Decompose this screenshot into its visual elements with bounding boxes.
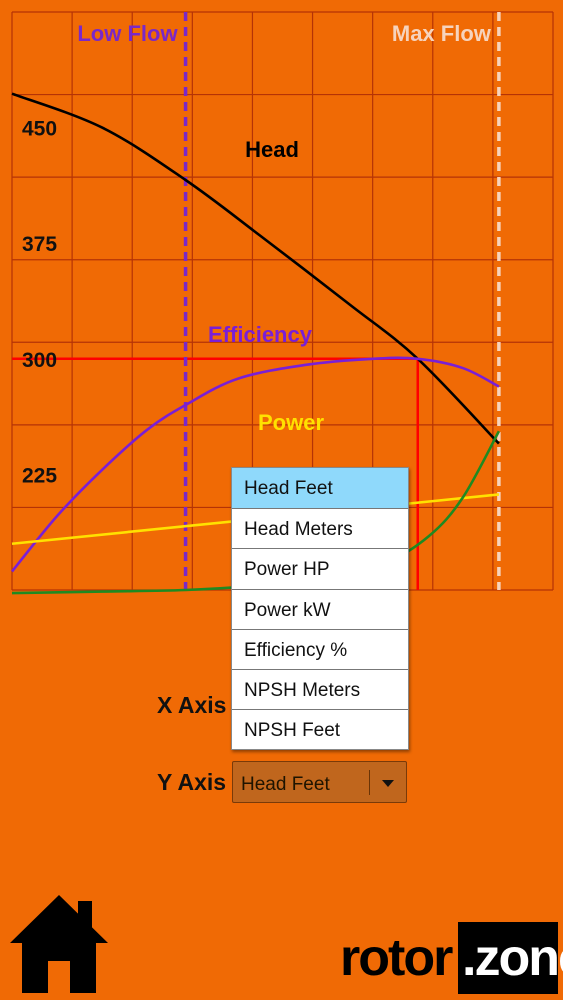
dropdown-option[interactable]: Power kW: [232, 588, 408, 629]
chevron-down-icon[interactable]: [382, 780, 394, 787]
flow-marker-label: Low Flow: [77, 21, 178, 46]
y-tick-label: 375: [22, 233, 57, 256]
power-label: Power: [258, 410, 324, 435]
chart-grid: [11, 11, 554, 591]
dropdown-option[interactable]: Head Meters: [232, 508, 408, 548]
dropdown-option[interactable]: NPSH Meters: [232, 668, 408, 709]
y-tick-label: 300: [22, 349, 57, 372]
reference-lines: [12, 357, 419, 590]
brand-zone-box: .zone: [458, 922, 563, 994]
pump-curve-chart: Low Flow Max Flow Head Efficiency Power 450…: [10, 11, 554, 595]
x-axis-label: X Axis: [157, 692, 227, 718]
efficiency-curve: [10, 356, 500, 573]
brand-zone: .zone: [462, 929, 563, 987]
axis-options-dropdown[interactable]: Head Feet Head Meters Power HP Power kW Effi…: [231, 467, 409, 751]
dropdown-option[interactable]: Power HP: [232, 548, 408, 588]
home-icon[interactable]: [8, 893, 110, 995]
chart-ticks: 45037530022577180216: [22, 118, 57, 488]
efficiency-label: Efficiency: [208, 322, 313, 347]
y-axis-label: Y Axis: [157, 769, 227, 795]
flow-markers: Low Flow Max Flow: [77, 12, 501, 590]
dropdown-option[interactable]: Head Feet: [232, 468, 408, 509]
y-tick-label: 225: [22, 464, 57, 487]
y-tick-label: 450: [22, 118, 57, 141]
select-divider: [369, 770, 370, 795]
head-label: Head: [245, 137, 299, 162]
y-axis-select[interactable]: Head Feet: [232, 761, 407, 803]
brand-rotor: rotor: [340, 929, 453, 987]
dropdown-option[interactable]: Efficiency %: [232, 628, 408, 669]
dropdown-option[interactable]: NPSH Feet: [232, 709, 408, 749]
flow-marker-label: Max Flow: [392, 21, 492, 46]
y-axis-select-value: Head Feet: [241, 774, 330, 795]
